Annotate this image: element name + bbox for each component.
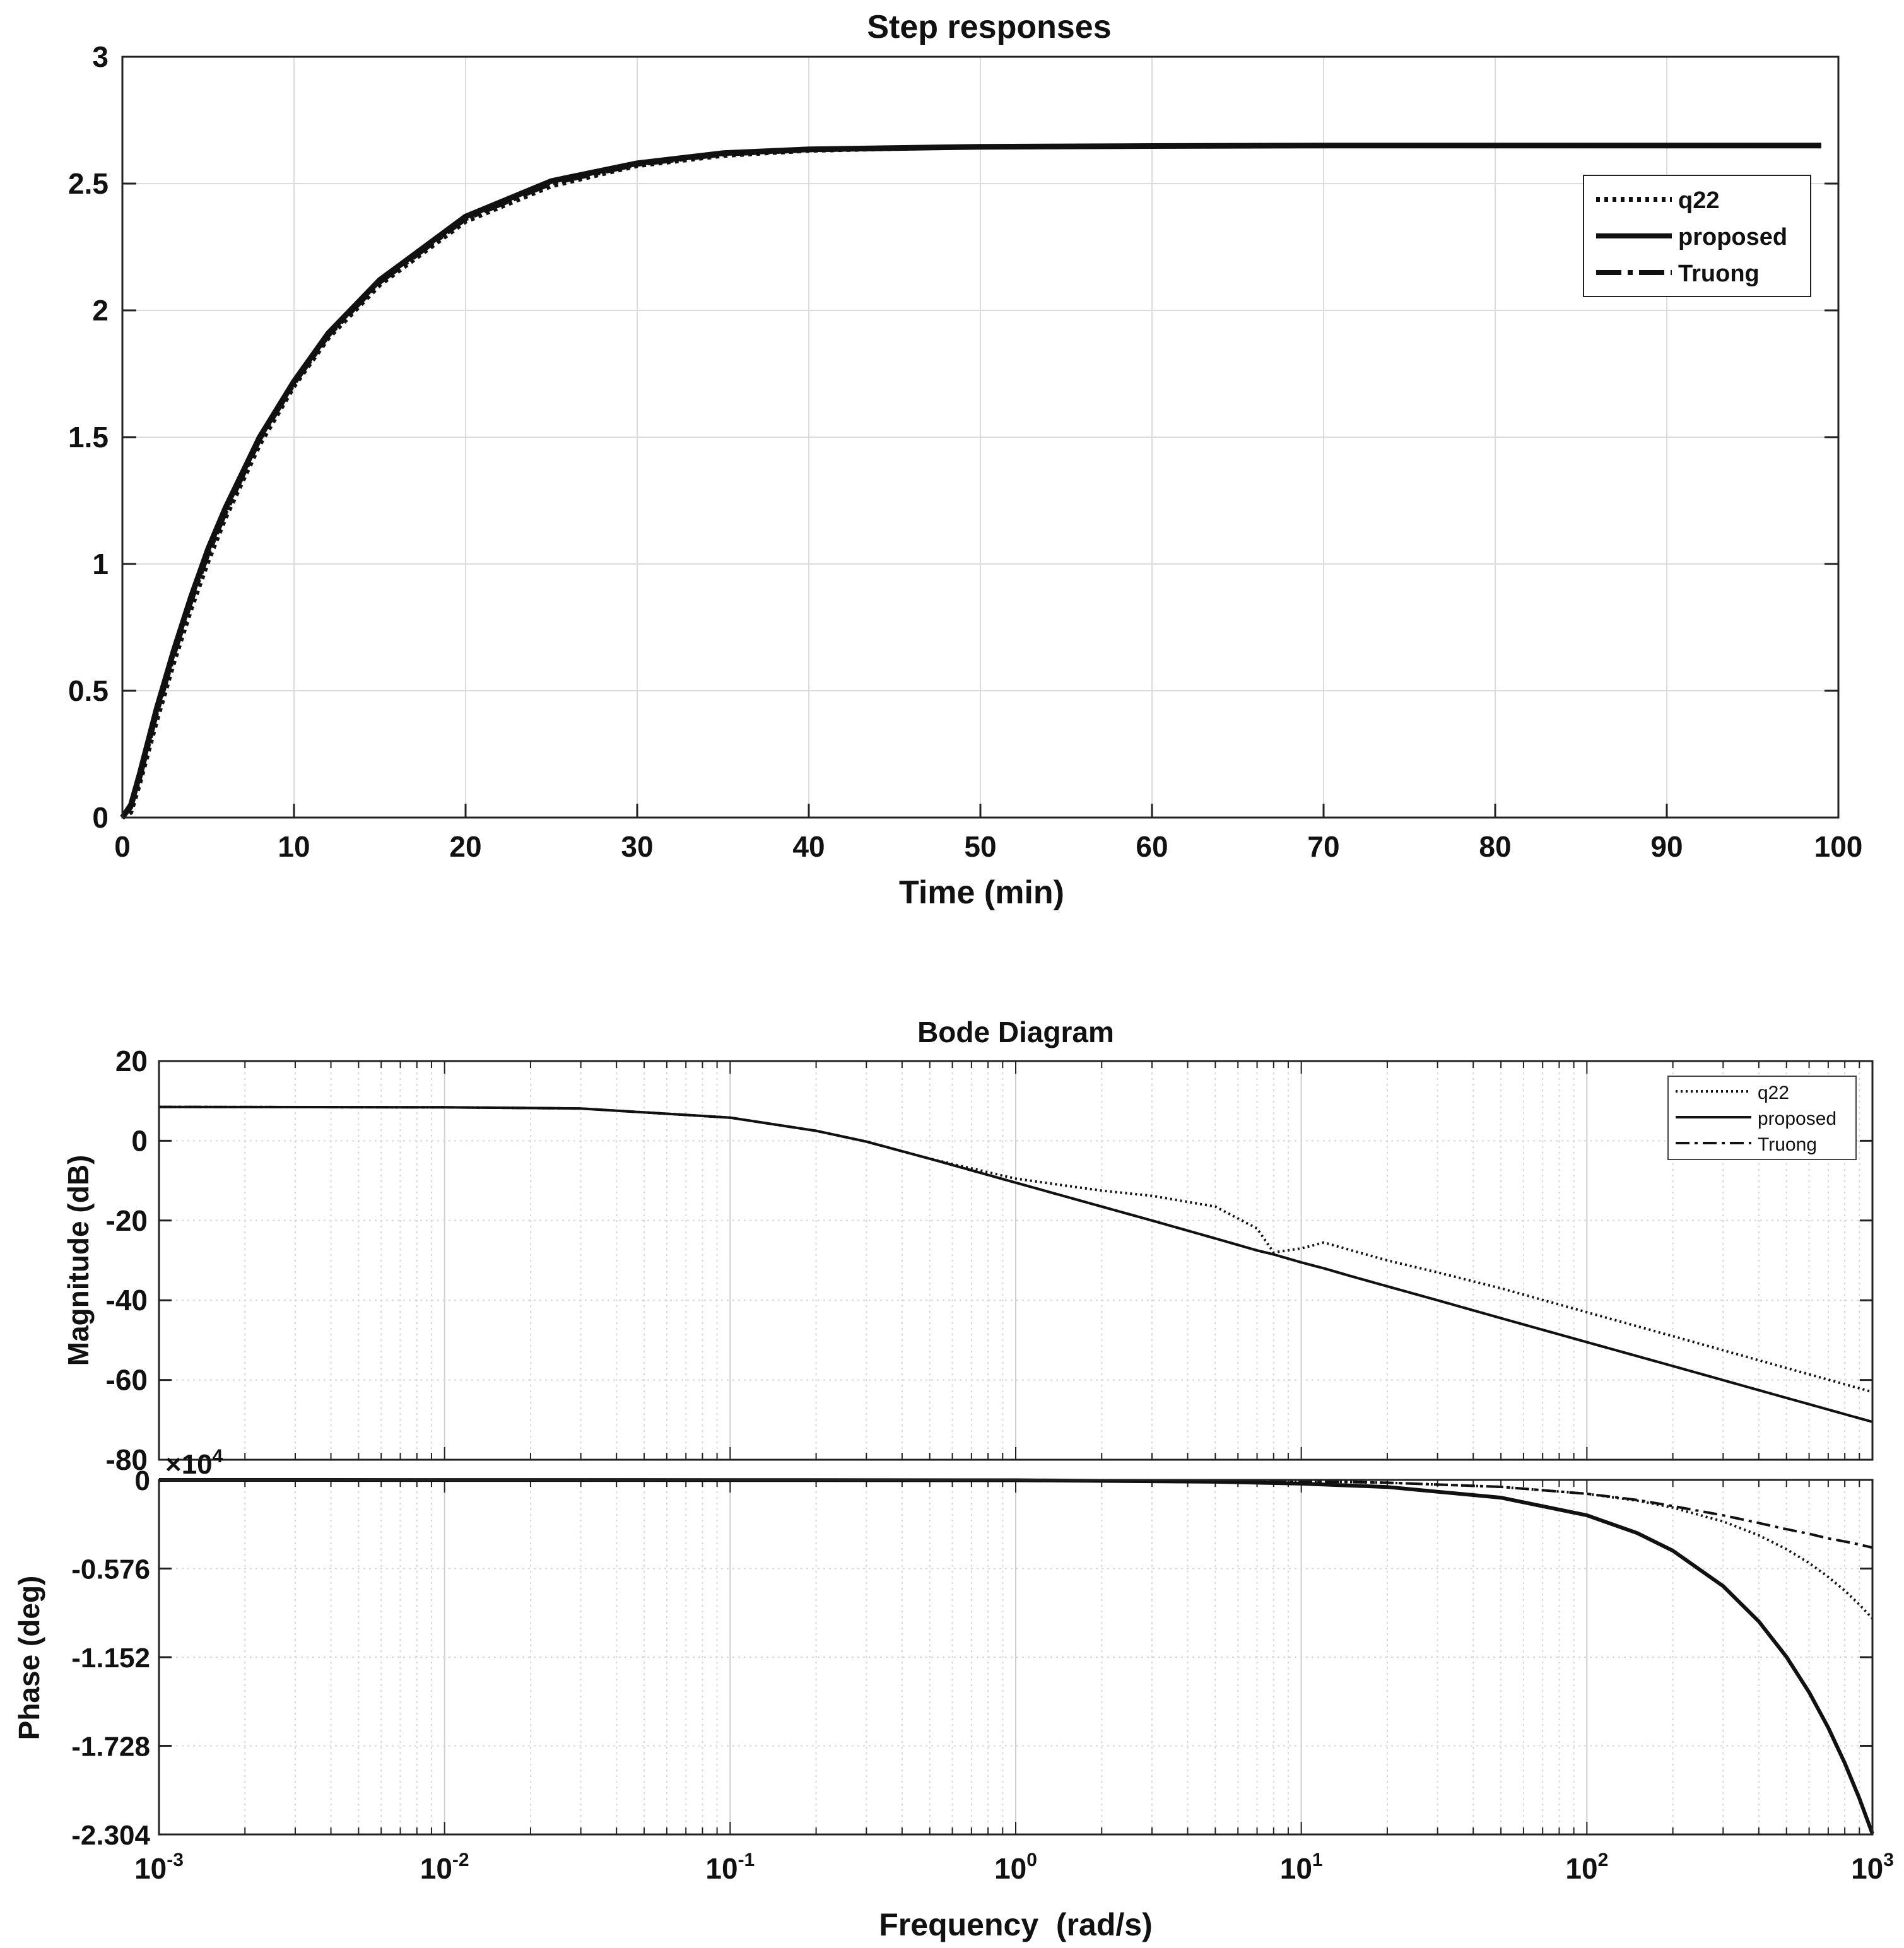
step-x-tick-label: 40 [792, 830, 825, 863]
phase-multiplier: ×104 [165, 1446, 223, 1480]
phase-x-tick-label: 10-1 [705, 1850, 755, 1885]
step-x-tick-label: 60 [1136, 830, 1168, 863]
step-legend-truong: Truong [1678, 261, 1760, 287]
phase-y-ticks: 0 -0.576 -1.152 -1.728 -2.304 [71, 1465, 1872, 1851]
mag-legend-q22: q22 [1758, 1083, 1789, 1103]
phase-x-tick-label: 100 [994, 1850, 1037, 1885]
step-series-q22 [121, 143, 1821, 820]
mag-series-proposed [158, 1105, 1873, 1423]
step-x-label: Time (min) [899, 874, 1064, 911]
step-grid [122, 57, 1838, 818]
step-y-ticks: 0 0.5 1 1.5 2 2.5 3 [68, 40, 1838, 834]
step-legend-proposed: proposed [1678, 224, 1787, 250]
mag-grid [158, 1061, 1872, 1460]
mag-series [158, 1105, 1873, 1423]
step-legend-q22: q22 [1678, 187, 1719, 214]
step-title: Step responses [867, 9, 1111, 45]
mag-y-tick-label: 20 [115, 1045, 148, 1077]
step-y-tick-label: 0.5 [68, 674, 109, 707]
phase-y-label: Phase (deg) [13, 1576, 45, 1740]
step-series-proposed [120, 143, 1821, 819]
mag-y-tick-label: 0 [131, 1124, 148, 1157]
bode-title: Bode Diagram [917, 1016, 1114, 1048]
mag-legend-truong: Truong [1758, 1134, 1817, 1155]
step-x-tick-label: 20 [449, 830, 481, 863]
step-x-tick-label: 10 [278, 830, 310, 863]
step-x-tick-label: 50 [964, 830, 996, 863]
mag-legend-proposed: proposed [1758, 1108, 1836, 1129]
step-y-tick-label: 1 [92, 548, 109, 580]
phase-y-tick-label: -1.152 [71, 1643, 150, 1674]
mag-y-tick-label: -60 [106, 1364, 148, 1397]
mag-legend: q22 proposed Truong [1667, 1076, 1857, 1160]
mag-axes-box [158, 1060, 1874, 1461]
step-x-tick-label: 80 [1479, 830, 1511, 863]
phase-multiplier-exp: 4 [213, 1446, 223, 1467]
step-series [120, 143, 1821, 820]
step-x-tick-label: 90 [1650, 830, 1683, 863]
step-series-truong [120, 143, 1821, 819]
step-x-tick-label: 100 [1814, 830, 1863, 863]
mag-y-tick-label: -40 [106, 1284, 148, 1317]
bode-x-label: Frequency (rad/s) [879, 1907, 1152, 1942]
step-y-tick-label: 3 [92, 40, 109, 73]
step-legend: q22 proposed Truong [1583, 175, 1811, 297]
phase-x-tick-label: 102 [1565, 1850, 1608, 1885]
phase-x-ticks: 10-3 10-2 10-1 100 101 102 103 [134, 1850, 1894, 1885]
step-x-ticks: 0 10 20 30 40 50 60 70 80 90 100 [114, 804, 1862, 863]
phase-series-proposed [158, 1478, 1874, 1835]
phase-x-tick-label: 10-3 [134, 1850, 184, 1885]
step-y-tick-label: 1.5 [68, 421, 109, 454]
mag-y-label: Magnitude (dB) [62, 1155, 95, 1366]
phase-y-tick-label: -2.304 [71, 1820, 150, 1851]
step-y-tick-label: 0 [92, 801, 109, 834]
bode-chart: Bode Diagram 20 0 -20 -40 -60 -80 Magnitude (… [13, 1016, 1894, 1942]
phase-y-tick-label: -0.576 [71, 1554, 150, 1585]
mag-y-ticks: 20 0 -20 -40 -60 -80 [106, 1045, 1872, 1476]
phase-y-tick-label: 0 [135, 1465, 150, 1496]
mag-y-tick-label: -80 [106, 1443, 148, 1476]
phase-x-tick-label: 103 [1851, 1850, 1894, 1885]
step-x-tick-label: 0 [114, 830, 131, 863]
step-y-tick-label: 2.5 [68, 167, 109, 200]
phase-grid [158, 1480, 1872, 1834]
step-chart: Step responses 0 10 20 30 40 50 60 70 80 90 100 00… [68, 9, 1862, 911]
step-x-tick-label: 70 [1307, 830, 1339, 863]
phase-x-tick-label: 10-2 [420, 1850, 469, 1885]
phase-multiplier-base: ×10 [165, 1449, 213, 1480]
mag-y-tick-label: -20 [106, 1204, 148, 1237]
phase-x-tick-label: 101 [1280, 1850, 1323, 1885]
step-x-tick-label: 30 [621, 830, 653, 863]
step-y-tick-label: 2 [92, 294, 109, 327]
phase-y-tick-label: -1.728 [71, 1732, 150, 1763]
